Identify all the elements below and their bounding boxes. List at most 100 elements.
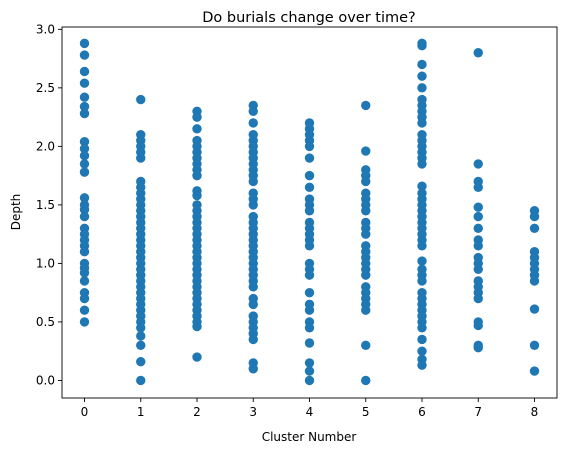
scatter-point bbox=[79, 50, 90, 60]
scatter-point bbox=[304, 241, 315, 251]
scatter-point bbox=[79, 247, 90, 257]
scatter-point bbox=[361, 229, 371, 239]
x-tick-label: 8 bbox=[531, 405, 539, 419]
scatter-point bbox=[417, 59, 427, 70]
scatter-point bbox=[136, 94, 146, 105]
scatter-point bbox=[79, 78, 90, 88]
scatter-point bbox=[417, 334, 427, 345]
scatter-point bbox=[136, 375, 146, 386]
scatter-point bbox=[192, 124, 202, 134]
scatter-point bbox=[417, 360, 427, 370]
scatter-point bbox=[304, 366, 315, 376]
scatter-point bbox=[417, 71, 427, 81]
scatter-point bbox=[417, 118, 427, 128]
scatter-point bbox=[304, 270, 315, 280]
scatter-point bbox=[136, 331, 146, 341]
x-tick-label: 1 bbox=[137, 405, 145, 419]
scatter-point bbox=[304, 287, 315, 298]
scatter-point bbox=[361, 270, 371, 280]
scatter-point bbox=[417, 83, 427, 93]
scatter-point bbox=[136, 323, 146, 333]
scatter-point bbox=[304, 338, 315, 348]
scatter-point bbox=[248, 282, 258, 292]
scatter-point bbox=[192, 352, 202, 362]
scatter-point bbox=[361, 340, 371, 351]
y-tick-label: 1.5 bbox=[36, 198, 55, 212]
x-tick-label: 5 bbox=[362, 405, 370, 419]
scatter-point bbox=[304, 153, 315, 163]
scatter-point bbox=[361, 100, 371, 111]
scatter-point bbox=[192, 112, 202, 122]
scatter-point bbox=[79, 136, 90, 147]
scatter-point bbox=[473, 241, 483, 251]
scatter-point bbox=[417, 323, 427, 333]
scatter-point bbox=[473, 182, 483, 193]
scatter-point bbox=[79, 159, 90, 169]
scatter-point bbox=[473, 48, 483, 58]
scatter-point bbox=[248, 118, 258, 128]
scatter-point bbox=[79, 204, 90, 215]
scatter-point bbox=[248, 364, 258, 374]
y-axis-label: Depth bbox=[9, 194, 23, 231]
x-tick-label: 0 bbox=[81, 405, 89, 419]
scatter-point bbox=[304, 170, 315, 181]
scatter-point bbox=[79, 101, 90, 112]
scatter-point bbox=[79, 211, 90, 222]
scatter-point bbox=[361, 375, 371, 386]
scatter-point bbox=[304, 206, 315, 216]
scatter-point bbox=[192, 321, 202, 332]
scatter-point bbox=[529, 304, 540, 314]
scatter-point bbox=[79, 66, 90, 77]
scatter-point bbox=[473, 320, 483, 331]
scatter-point bbox=[248, 106, 258, 116]
scatter-point bbox=[529, 211, 540, 222]
scatter-point bbox=[473, 342, 483, 353]
scatter-point bbox=[417, 41, 427, 51]
scatter-point bbox=[361, 176, 371, 187]
scatter-point bbox=[136, 153, 146, 163]
scatter-point bbox=[529, 276, 540, 286]
scatter-point bbox=[473, 202, 483, 212]
x-tick-label: 7 bbox=[474, 405, 482, 419]
scatter-point bbox=[304, 182, 315, 193]
y-axis-ticks: 0.0 0.5 1.0 1.5 2.0 2.5 3.0 bbox=[36, 22, 62, 387]
y-tick-label: 2.5 bbox=[36, 81, 55, 95]
scatter-point bbox=[248, 334, 258, 345]
chart-title: Do burials change over time? bbox=[202, 10, 415, 26]
scatter-point bbox=[473, 211, 483, 222]
scatter-point bbox=[192, 170, 202, 181]
scatter-point bbox=[79, 276, 90, 286]
x-axis-ticks: 0 1 2 3 4 5 6 7 8 bbox=[81, 398, 539, 419]
scatter-point bbox=[79, 305, 90, 315]
y-tick-label: 3.0 bbox=[36, 22, 55, 36]
scatter-point bbox=[361, 146, 371, 156]
scatter-point bbox=[304, 305, 315, 315]
y-tick-label: 0.5 bbox=[36, 315, 55, 329]
scatter-point bbox=[304, 323, 315, 333]
scatter-point bbox=[417, 346, 427, 356]
y-tick-label: 0.0 bbox=[36, 373, 55, 387]
scatter-point bbox=[361, 305, 371, 315]
scatter-point bbox=[79, 268, 90, 278]
scatter-point bbox=[248, 299, 258, 310]
x-tick-label: 4 bbox=[306, 405, 314, 419]
scatter-point bbox=[79, 38, 90, 49]
x-tick-label: 2 bbox=[193, 405, 201, 419]
scatter-point bbox=[79, 317, 90, 327]
scatter-point bbox=[473, 264, 483, 274]
scatter-point bbox=[304, 358, 315, 368]
scatter-point bbox=[79, 108, 90, 119]
scatter-point bbox=[79, 293, 90, 304]
scatter-point bbox=[79, 193, 90, 203]
scatter-point bbox=[417, 256, 427, 266]
y-tick-label: 1.0 bbox=[36, 256, 55, 270]
x-tick-label: 6 bbox=[418, 405, 426, 419]
scatter-point bbox=[248, 176, 258, 187]
y-tick-label: 2.0 bbox=[36, 139, 55, 153]
scatter-point bbox=[417, 241, 427, 251]
scatter-point bbox=[529, 223, 540, 233]
scatter-point bbox=[79, 151, 90, 161]
scatter-point bbox=[304, 141, 315, 152]
scatter-point bbox=[417, 276, 427, 286]
